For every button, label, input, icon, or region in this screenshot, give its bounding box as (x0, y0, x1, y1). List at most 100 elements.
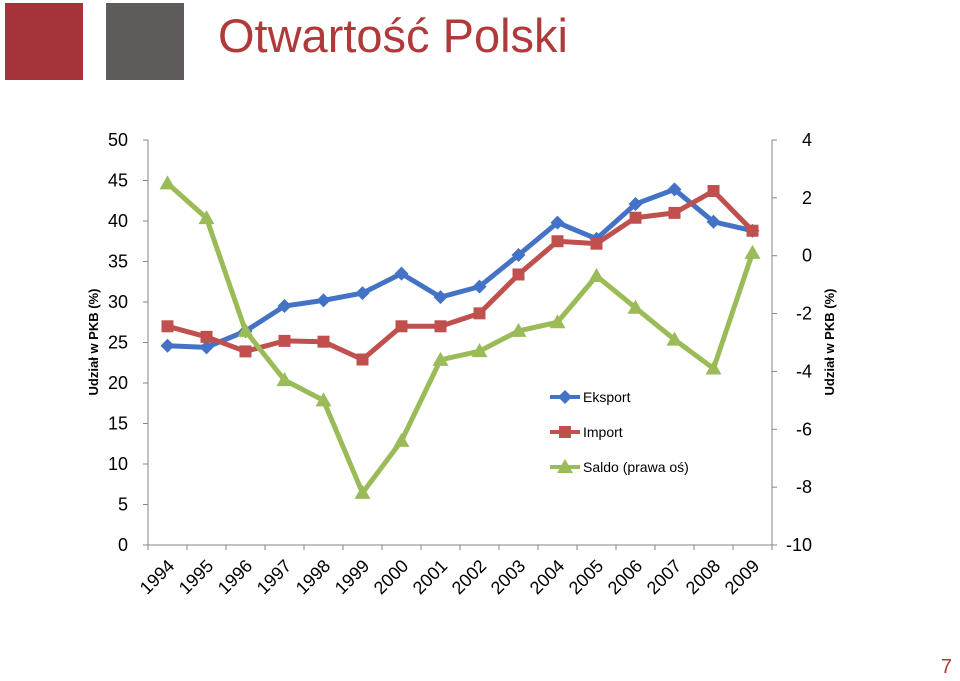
data-point (668, 206, 681, 219)
y-tick-label: 40 (108, 211, 128, 231)
y2-tick-label: -2 (796, 304, 812, 324)
y-tick-label: 45 (108, 171, 128, 191)
y-tick-label: 10 (108, 454, 128, 474)
slide-title: Otwartość Polski (218, 9, 568, 62)
data-point (590, 237, 603, 250)
data-point (160, 338, 175, 353)
x-tick-label: 2000 (370, 556, 412, 598)
x-tick-label: 1998 (292, 556, 334, 598)
data-point (395, 320, 408, 333)
x-axis-ticks: 1994199519961997199819992000200120022003… (136, 545, 773, 598)
data-point (159, 175, 176, 190)
y2-axis-title: Udział w PKB (%) (822, 289, 837, 396)
x-tick-label: 2004 (526, 556, 568, 598)
data-point (706, 214, 721, 229)
series-2 (159, 175, 761, 499)
data-point (551, 235, 564, 248)
data-point (237, 322, 254, 337)
data-point (239, 345, 252, 358)
data-point (510, 322, 527, 337)
data-point (393, 432, 410, 447)
data-point (627, 299, 644, 314)
legend-marker (558, 390, 572, 404)
x-tick-label: 1997 (253, 556, 295, 598)
page-number: 7 (940, 656, 952, 678)
x-tick-label: 1996 (214, 556, 256, 598)
x-tick-label: 2002 (448, 556, 490, 598)
y-tick-label: 0 (118, 535, 128, 555)
data-point (356, 353, 369, 366)
legend-label: Import (583, 424, 623, 440)
data-point (472, 279, 487, 294)
x-tick-label: 1995 (175, 556, 217, 598)
y2-tick-label: 2 (802, 188, 812, 208)
x-tick-label: 2009 (721, 556, 763, 598)
data-point (433, 290, 448, 305)
data-point (666, 331, 683, 346)
data-point (355, 286, 370, 301)
decor-square-gray (106, 3, 184, 80)
data-point (628, 196, 643, 211)
data-point (471, 343, 488, 358)
data-point (161, 320, 174, 333)
data-point (629, 211, 642, 224)
legend-label: Saldo (prawa oś) (583, 459, 689, 475)
y2-tick-label: -8 (796, 477, 812, 497)
data-point (278, 334, 291, 347)
data-point (512, 268, 525, 281)
data-point (315, 392, 332, 407)
y-tick-label: 50 (108, 130, 128, 150)
data-point (199, 340, 214, 355)
data-point (473, 307, 486, 320)
y2-tick-label: -10 (786, 535, 812, 555)
chart-legend: Eksport Import Saldo (prawa oś) (550, 389, 689, 475)
y-tick-label: 25 (108, 333, 128, 353)
y2-axis-ticks: -10 -8 -6 -4 -2 0 2 4 (772, 130, 812, 555)
series-line (167, 186, 754, 350)
x-tick-label: 2007 (643, 556, 685, 598)
legend-label: Eksport (583, 389, 631, 405)
y-tick-label: 15 (108, 414, 128, 434)
x-tick-label: 2003 (487, 556, 529, 598)
data-point (277, 299, 292, 314)
series-line (166, 188, 755, 363)
data-point (200, 330, 213, 343)
decor-square-red (5, 3, 83, 80)
y-tick-label: 30 (108, 292, 128, 312)
x-tick-label: 1999 (331, 556, 373, 598)
data-point (354, 484, 371, 499)
data-point (432, 351, 449, 366)
data-point (394, 266, 409, 281)
data-point (276, 372, 293, 387)
data-point (705, 360, 722, 375)
data-point (198, 210, 215, 225)
x-tick-label: 2008 (682, 556, 724, 598)
data-point (588, 267, 605, 282)
data-point (550, 215, 565, 230)
data-point (667, 182, 682, 197)
x-tick-label: 2006 (604, 556, 646, 598)
y-axis-ticks: 0 5 10 15 20 25 30 35 40 45 50 (108, 130, 148, 555)
legend-marker (559, 426, 571, 438)
x-tick-label: 2001 (409, 556, 451, 598)
y2-tick-label: 4 (802, 130, 812, 150)
chart-series (159, 175, 761, 499)
y-tick-label: 20 (108, 373, 128, 393)
data-point (317, 335, 330, 348)
y-tick-label: 5 (118, 495, 128, 515)
y-axis-title: Udział w PKB (%) (86, 289, 101, 396)
series-1 (161, 185, 759, 366)
data-point (434, 320, 447, 333)
x-tick-label: 1994 (136, 556, 178, 598)
data-point (707, 185, 720, 198)
data-point (744, 244, 761, 259)
legend-marker (557, 459, 573, 473)
x-tick-label: 2005 (565, 556, 607, 598)
y2-tick-label: -6 (796, 419, 812, 439)
y2-tick-label: 0 (802, 246, 812, 266)
data-point (549, 314, 566, 329)
data-point (316, 293, 331, 308)
data-point (746, 224, 759, 237)
data-point (511, 248, 526, 263)
